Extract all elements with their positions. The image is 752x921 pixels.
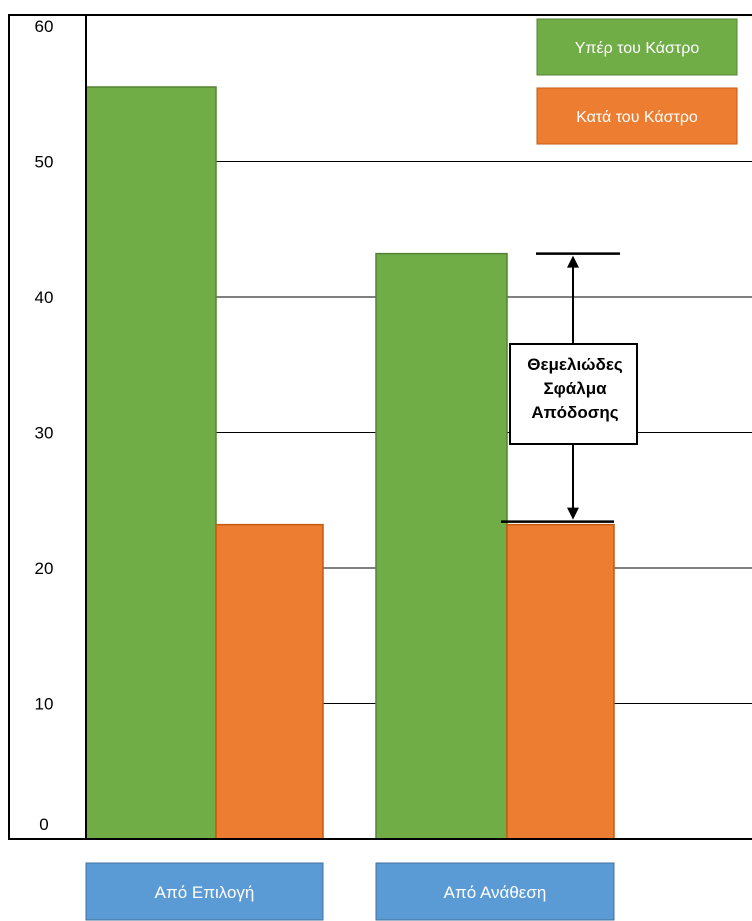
plot-frame <box>8 14 752 840</box>
category-labels: Από Επιλογή Από Ανάθεση <box>85 862 615 921</box>
annotation-arrow-up-head <box>567 255 579 268</box>
legend-swatch <box>536 18 738 76</box>
y-tick-label: 20 <box>35 559 54 578</box>
category-box <box>85 862 324 921</box>
annotation: Θεμελιώδες Σφάλμα Απόδοσης <box>501 252 638 523</box>
annotation-label-line: Σφάλμα <box>543 379 607 398</box>
category-label-1: Από Ανάθεση <box>375 862 615 921</box>
bar-for-0 <box>85 86 217 840</box>
legend: Υπέρ του Κάστρο Κατά του Κάστρο <box>536 18 738 145</box>
legend-label: Κατά του Κάστρο <box>576 109 698 126</box>
y-tick-label: 10 <box>35 695 54 714</box>
category-box <box>375 862 615 921</box>
y-tick-label: 50 <box>35 153 54 172</box>
category-text: Από Επιλογή <box>155 883 255 902</box>
legend-item-1: Κατά του Κάστρο <box>536 87 738 145</box>
y-tick-label: 40 <box>35 288 54 307</box>
legend-label: Υπέρ του Κάστρο <box>575 40 700 57</box>
category-label-0: Από Επιλογή <box>85 862 324 921</box>
bars <box>85 86 615 840</box>
annotation-label-line: Απόδοσης <box>531 403 618 422</box>
annotation-label-line: Θεμελιώδες <box>527 355 623 374</box>
annotation-arrow-down-head <box>567 507 579 520</box>
legend-swatch <box>536 87 738 145</box>
bar-against-1 <box>506 523 615 840</box>
annotation-box <box>509 343 638 445</box>
category-text: Από Ανάθεση <box>444 883 547 902</box>
bar-for-1 <box>375 252 508 840</box>
y-axis-ticks: 0 10 20 30 40 50 60 <box>35 17 54 834</box>
bar-against-0 <box>215 523 324 840</box>
y-tick-label: 60 <box>35 17 54 36</box>
y-tick-label: 0 <box>39 815 48 834</box>
legend-item-0: Υπέρ του Κάστρο <box>536 18 738 76</box>
y-tick-label: 30 <box>35 424 54 443</box>
